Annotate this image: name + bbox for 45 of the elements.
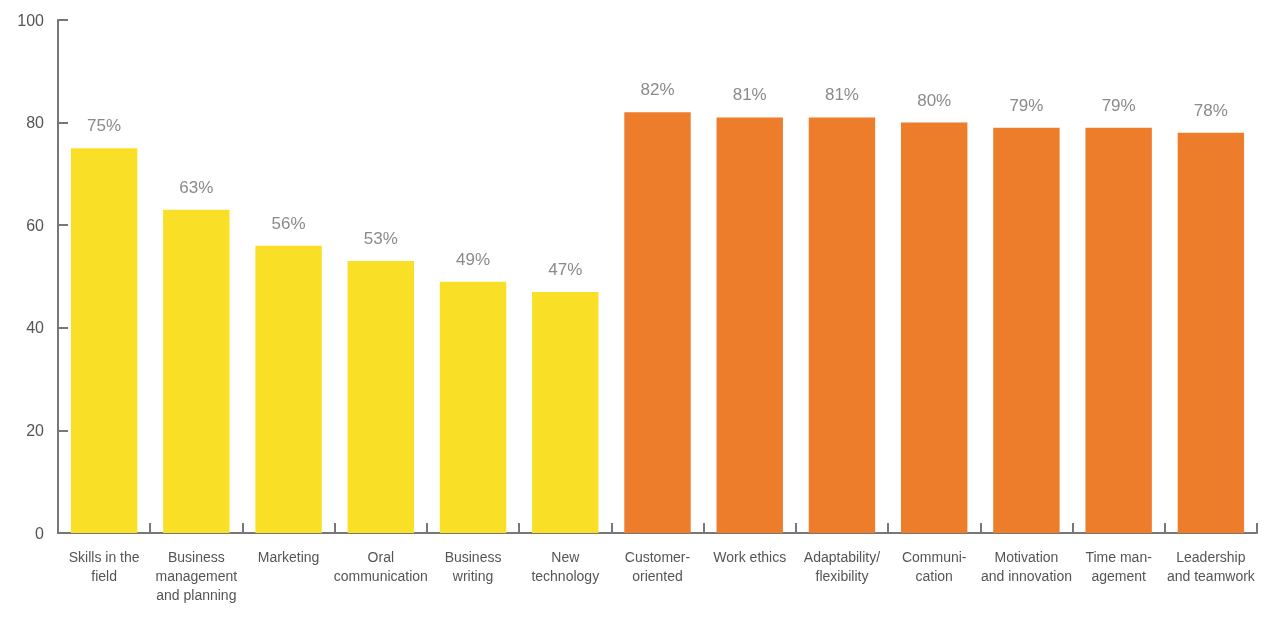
data-label: 53% (363, 229, 398, 249)
y-tick-label: 20 (26, 421, 45, 439)
x-tick-label: Communi- cation (901, 548, 967, 584)
data-label: 75% (87, 116, 122, 136)
data-label: 79% (1101, 95, 1136, 115)
bar (993, 127, 1060, 533)
x-tick-label: Oral communication (333, 548, 428, 584)
data-label: 79% (1009, 95, 1044, 115)
y-tick-label: 80 (26, 114, 45, 132)
x-tick-label: Marketing (257, 548, 320, 565)
x-tick-label: Business writing (444, 548, 502, 584)
x-tick-label: Motivation and innovation (980, 548, 1072, 584)
x-tick-label: Work ethics (713, 548, 787, 565)
x-tick-label: Skills in the field (68, 548, 140, 584)
x-tick-label: Adaptability/ flexibility (803, 548, 881, 584)
bar (532, 291, 599, 533)
data-label: 78% (1193, 100, 1228, 120)
bar (1177, 132, 1245, 533)
y-tick-label: 60 (26, 216, 45, 234)
bar (439, 281, 507, 533)
x-tick-label: New technology (531, 548, 600, 584)
data-label: 81% (824, 85, 859, 105)
x-tick-label: Customer- oriented (624, 548, 691, 584)
bar (255, 245, 322, 533)
bar (900, 122, 968, 533)
bar (70, 148, 138, 533)
data-label: 47% (548, 259, 583, 279)
x-tick-label: Business management and planning (155, 548, 238, 603)
y-tick-label: 40 (26, 319, 45, 337)
bar (347, 261, 415, 533)
data-label: 80% (917, 90, 952, 110)
bar (624, 112, 691, 533)
data-label: 63% (179, 177, 214, 197)
bar (1085, 127, 1152, 533)
y-tick-label: 100 (17, 11, 45, 29)
x-tick-label: Leadership and teamwork (1166, 548, 1256, 584)
data-label: 56% (271, 213, 306, 233)
data-label: 81% (732, 85, 767, 105)
bar (808, 117, 876, 533)
bar (163, 209, 230, 533)
x-tick-label: Time man- agement (1085, 548, 1153, 584)
data-label: 49% (456, 249, 491, 269)
data-label: 82% (640, 80, 675, 100)
y-tick-label: 0 (35, 524, 45, 542)
bar (716, 117, 783, 533)
